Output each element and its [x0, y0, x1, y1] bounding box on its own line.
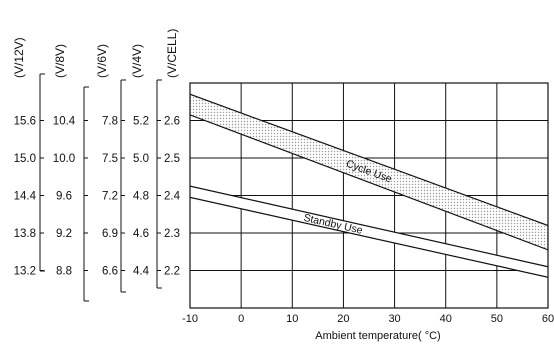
standby-use-upper-line: [190, 185, 548, 268]
y-tick-label: 9.6: [56, 191, 72, 203]
x-tick-label: 60: [542, 313, 554, 325]
y-tick-label: 6.6: [102, 266, 118, 278]
y-scale-header: (V/8V): [53, 44, 67, 78]
y-tick-label: 15.6: [14, 116, 36, 128]
cycle-use-upper-line: [190, 93, 548, 227]
y-tick-label: 5.0: [133, 153, 149, 165]
cycle-use-band: [190, 93, 548, 251]
y-scale-header: (V/4V): [130, 44, 144, 78]
y-tick-label: 13.2: [14, 266, 36, 278]
y-tick-label: 9.2: [56, 228, 72, 240]
x-tick-label: 50: [491, 313, 503, 325]
y-tick-label: 4.4: [133, 266, 150, 278]
y-tick-label: 10.4: [53, 116, 76, 128]
y-scale-header: (V/12V): [12, 37, 26, 78]
x-tick-label: 20: [337, 313, 349, 325]
y-tick-label: 2.2: [164, 266, 180, 278]
x-tick-label: -10: [182, 313, 198, 325]
x-axis-label: Ambient temperature( °C): [315, 330, 440, 342]
y-tick-label: 6.9: [102, 228, 118, 240]
x-tick-label: 40: [440, 313, 452, 325]
y-tick-label: 7.8: [102, 116, 118, 128]
y-scale-header: (V/CELL): [165, 29, 179, 78]
y-tick-label: 10.0: [53, 153, 75, 165]
y-tick-label: 8.8: [56, 266, 72, 278]
plot-frame: [189, 82, 549, 309]
y-tick-label: 14.4: [14, 191, 37, 203]
plot-border: [189, 82, 549, 309]
y-tick-label: 4.6: [133, 228, 149, 240]
y-tick-label: 5.2: [133, 116, 149, 128]
y-tick-label: 4.8: [133, 191, 149, 203]
standby-use-lower-line: [190, 196, 548, 278]
cycle-use-band-fill: [190, 94, 548, 250]
x-tick-label: 10: [286, 313, 298, 325]
y-tick-label: 2.3: [164, 228, 180, 240]
x-tick-label: 0: [238, 313, 244, 325]
y-tick-label: 2.4: [164, 191, 181, 203]
y-tick-label: 15.0: [14, 153, 36, 165]
x-tick-label: 30: [388, 313, 400, 325]
y-scale-header: (V/6V): [95, 44, 109, 78]
x-ticks: -10 0 10 20 30 40 50 60: [182, 313, 554, 325]
y-scales: (V/12V) 15.6 15.0 14.4 13.8 13.2 (V/8V) 10.4 10.…: [12, 29, 181, 302]
y-tick-label: 7.5: [102, 153, 118, 165]
y-tick-label: 7.2: [102, 191, 118, 203]
standby-use-band-fill: [190, 186, 548, 278]
y-tick-label: 2.6: [164, 116, 180, 128]
y-tick-label: 2.5: [164, 153, 180, 165]
y-tick-label: 13.8: [14, 228, 36, 240]
cycle-use-lower-line: [190, 114, 548, 251]
standby-use-band: [190, 185, 548, 278]
